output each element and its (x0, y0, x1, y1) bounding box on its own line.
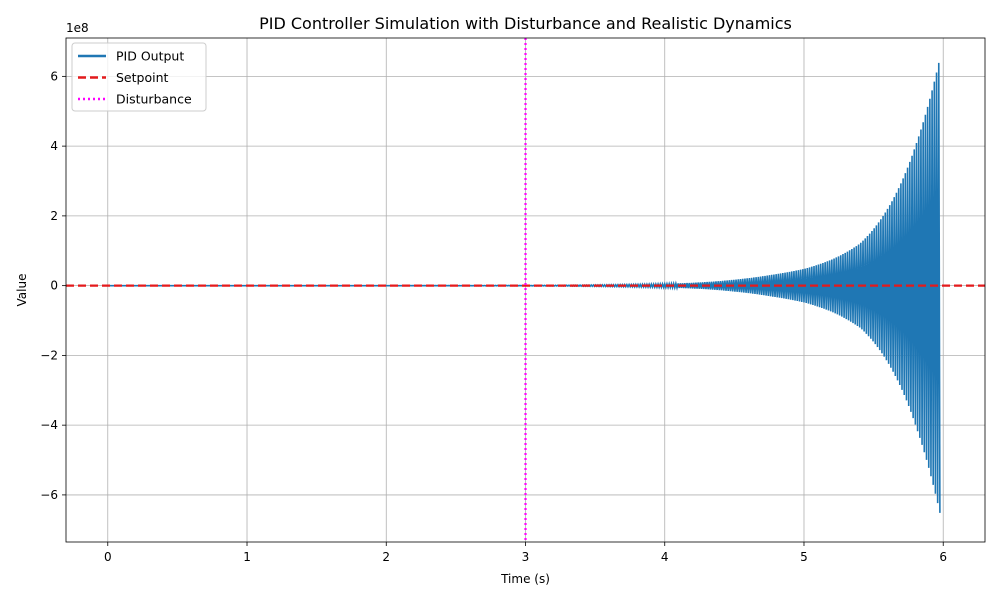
y-tick-label: 0 (50, 279, 58, 293)
x-tick-label: 5 (800, 550, 808, 564)
x-tick-label: 2 (382, 550, 390, 564)
y-tick-label: −2 (40, 348, 58, 362)
x-axis-label: Time (s) (500, 572, 550, 586)
y-tick-label: 2 (50, 209, 58, 223)
plot-area (66, 38, 985, 542)
axis-ticks: 0 1 2 3 4 5 6 −6 −4 −2 0 2 4 6 (40, 69, 947, 564)
chart-title: PID Controller Simulation with Disturban… (259, 14, 792, 33)
x-tick-label: 1 (243, 550, 251, 564)
legend-box (71, 42, 207, 112)
x-tick-label: 0 (104, 550, 112, 564)
y-tick-label: 6 (50, 69, 58, 83)
y-axis-label: Value (15, 274, 29, 307)
legend-label-pid-output: PID Output (116, 49, 184, 64)
y-tick-label: −6 (40, 488, 58, 502)
x-tick-label: 3 (522, 550, 530, 564)
legend-label-disturbance: Disturbance (116, 92, 192, 107)
x-tick-label: 6 (939, 550, 947, 564)
y-tick-label: 4 (50, 139, 58, 153)
y-axis-offset-label: 1e8 (66, 21, 89, 35)
x-tick-label: 4 (661, 550, 669, 564)
y-tick-label: −4 (40, 418, 58, 432)
legend: PID Output Setpoint Disturbance (71, 42, 207, 112)
legend-label-setpoint: Setpoint (116, 70, 169, 85)
